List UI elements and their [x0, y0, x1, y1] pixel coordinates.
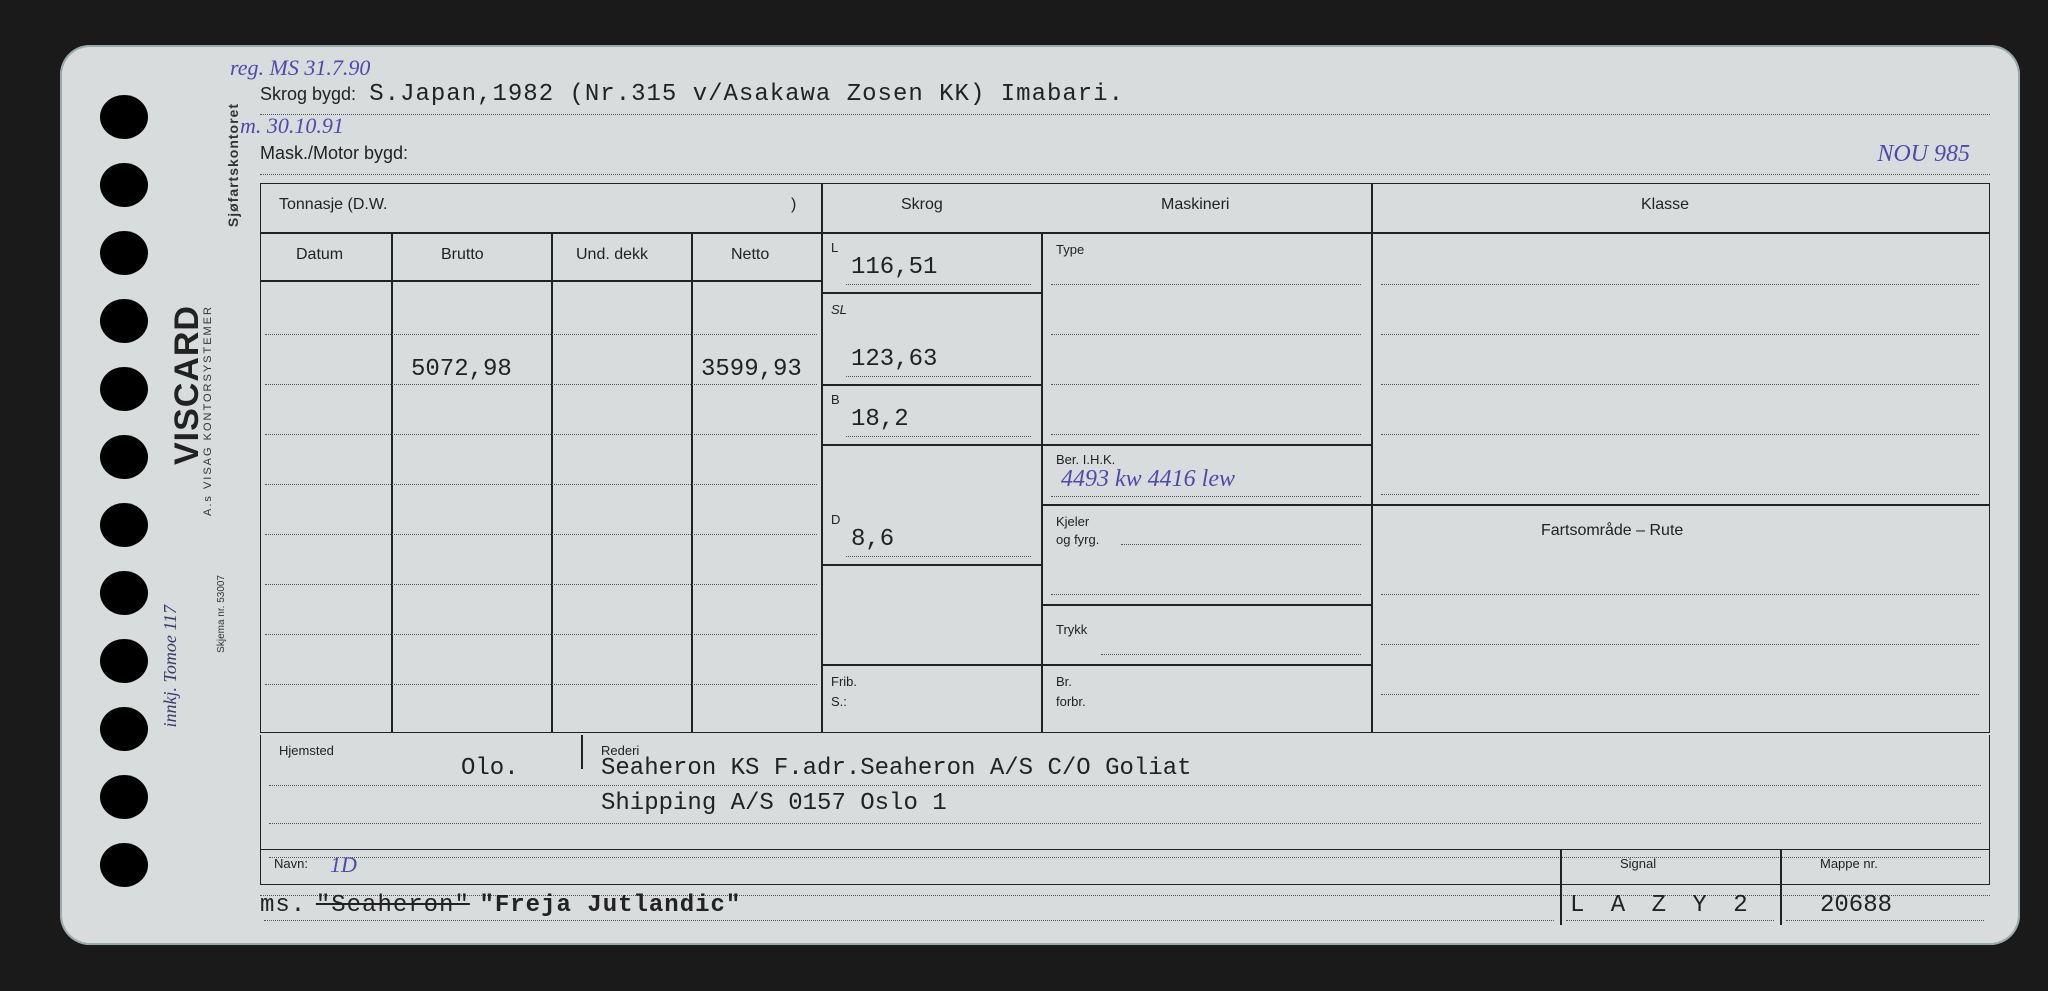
skrog-header: Skrog	[901, 196, 943, 214]
SL-value: 123,63	[851, 346, 937, 373]
hole	[100, 435, 148, 479]
olo-value: Olo.	[461, 755, 519, 782]
mappe-label: Mappe nr.	[1820, 856, 1878, 871]
skrog-bygd-label: Skrog bygd:	[260, 84, 356, 104]
handwriting-left-margin: innkj. Tomoe 117	[160, 605, 181, 728]
sjofartskontoret-label: Sjøfartskontoret	[225, 103, 241, 227]
hole	[100, 367, 148, 411]
bottom-bar: Navn: 1D ms. "Seaheron" "Freja Jutlandic…	[260, 849, 1990, 925]
reg-note: reg. MS 31.7.90	[230, 55, 370, 81]
type-label: Type	[1056, 242, 1084, 257]
skjema-nr: Skjema nr. 53007	[216, 575, 227, 653]
trykk-label: Trykk	[1056, 622, 1087, 637]
tonnasje-close: )	[791, 196, 796, 214]
maskineri-header: Maskineri	[1161, 196, 1229, 214]
netto-value: 3599,93	[701, 356, 802, 383]
name-struck: "Seaheron"	[316, 892, 470, 919]
kjeler-label: Kjeler	[1056, 514, 1089, 529]
fartsomrade-label: Fartsområde – Rute	[1541, 522, 1683, 540]
SL-label: SL	[831, 302, 847, 317]
page: Sjøfartskontoret VISCARD A.s VISAG KONTO…	[0, 20, 2048, 971]
content-area: reg. MS 31.7.90 Skrog bygd: S.Japan,1982…	[260, 63, 1990, 925]
hole	[100, 503, 148, 547]
navn-label: Navn:	[274, 856, 308, 871]
hole	[100, 843, 148, 887]
forbr-label: forbr.	[1056, 694, 1086, 709]
tonnasje-header: Tonnasje (D.W.	[279, 196, 387, 214]
hole	[100, 707, 148, 751]
hjemsted-label: Hjemsted	[279, 743, 334, 758]
hole	[100, 95, 148, 139]
ms-prefix: ms.	[260, 892, 306, 919]
hole	[100, 775, 148, 819]
hole	[100, 639, 148, 683]
hole	[100, 231, 148, 275]
D-value: 8,6	[851, 526, 894, 553]
ber-label: Ber. I.H.K.	[1056, 452, 1115, 467]
index-card: Sjøfartskontoret VISCARD A.s VISAG KONTO…	[60, 45, 2020, 945]
B-value: 18,2	[851, 406, 909, 433]
signal-label: Signal	[1620, 856, 1656, 871]
mappe-value: 20688	[1820, 892, 1892, 919]
name-new: "Freja Jutlandic"	[479, 892, 741, 919]
datum-header: Datum	[296, 246, 343, 264]
brutto-header: Brutto	[441, 246, 484, 264]
s-label: S.:	[831, 694, 847, 709]
navn-hw: 1D	[330, 852, 357, 878]
ber-value: 4493 kw 4416 lew	[1061, 466, 1235, 493]
skjema-text: Skjema nr. 53007	[216, 575, 227, 653]
B-label: B	[831, 392, 840, 407]
hole	[100, 163, 148, 207]
klasse-header: Klasse	[1641, 196, 1689, 214]
und-dekk-header: Und. dekk	[576, 246, 648, 264]
D-label: D	[831, 512, 840, 527]
br-label: Br.	[1056, 674, 1072, 689]
L-value: 116,51	[851, 254, 937, 281]
nou-code: NOU 985	[1877, 141, 1970, 168]
netto-header: Netto	[731, 246, 769, 264]
ogfyrg-label: og fyrg.	[1056, 532, 1099, 547]
viscard-company: A.s VISAG KONTORSYSTEMER	[202, 305, 214, 516]
signal-value: L A Z Y 2	[1570, 892, 1754, 919]
rederi-line1: Seaheron KS F.adr.Seaheron A/S C/O Golia…	[601, 755, 1192, 782]
brutto-value: 5072,98	[411, 356, 512, 383]
L-label: L	[831, 240, 838, 255]
main-table: Tonnasje (D.W. ) Skrog Maskineri Klasse …	[260, 183, 1990, 733]
frib-label: Frib.	[831, 674, 857, 689]
punch-holes	[100, 95, 148, 887]
hole	[100, 571, 148, 615]
hole	[100, 299, 148, 343]
mask-motor-label: Mask./Motor bygd:	[260, 143, 408, 163]
rederi-line2: Shipping A/S 0157 Oslo 1	[601, 790, 947, 817]
skrog-bygd-value: S.Japan,1982 (Nr.315 v/Asakawa Zosen KK)…	[369, 81, 1124, 108]
m-date-note: m. 30.10.91	[240, 113, 344, 139]
